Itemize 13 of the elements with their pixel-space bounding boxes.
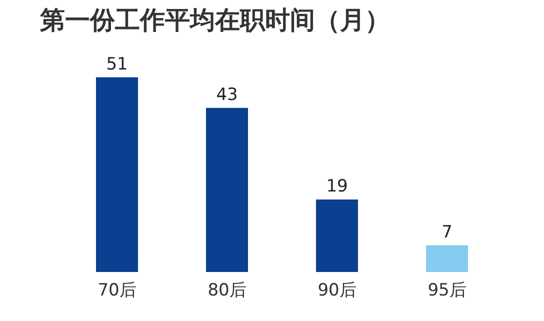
bar	[316, 199, 358, 272]
data-label: 19	[326, 176, 348, 196]
x-tick-label: 90后	[318, 280, 356, 300]
chart-title: 第一份工作平均在职时间（月）	[39, 5, 390, 34]
bar	[96, 77, 138, 272]
bar	[206, 108, 248, 272]
data-label: 43	[216, 84, 238, 105]
x-tick-label: 80后	[208, 280, 246, 300]
bar	[426, 245, 468, 272]
data-label: 7	[442, 222, 452, 242]
x-tick-label: 70后	[98, 280, 136, 300]
x-tick-label: 95后	[428, 280, 466, 300]
data-label: 51	[106, 54, 128, 74]
